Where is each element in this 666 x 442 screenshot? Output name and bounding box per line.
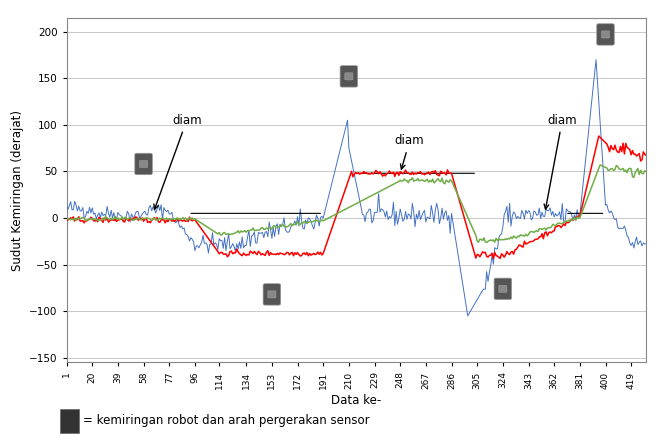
FancyBboxPatch shape xyxy=(140,160,148,168)
X-axis label: Data ke-: Data ke- xyxy=(331,394,382,407)
FancyBboxPatch shape xyxy=(345,73,353,80)
FancyBboxPatch shape xyxy=(340,66,358,87)
FancyBboxPatch shape xyxy=(263,284,280,305)
FancyBboxPatch shape xyxy=(268,291,276,298)
FancyBboxPatch shape xyxy=(601,31,609,38)
FancyBboxPatch shape xyxy=(494,278,511,300)
Text: = kemiringan robot dan arah pergerakan sensor: = kemiringan robot dan arah pergerakan s… xyxy=(83,414,370,427)
FancyBboxPatch shape xyxy=(597,24,614,45)
Text: diam: diam xyxy=(154,114,202,209)
Y-axis label: Sudut Kemiringan (derajat): Sudut Kemiringan (derajat) xyxy=(11,110,23,271)
FancyBboxPatch shape xyxy=(135,153,153,175)
Text: diam: diam xyxy=(395,134,424,169)
FancyBboxPatch shape xyxy=(499,285,507,293)
Text: diam: diam xyxy=(544,114,577,209)
